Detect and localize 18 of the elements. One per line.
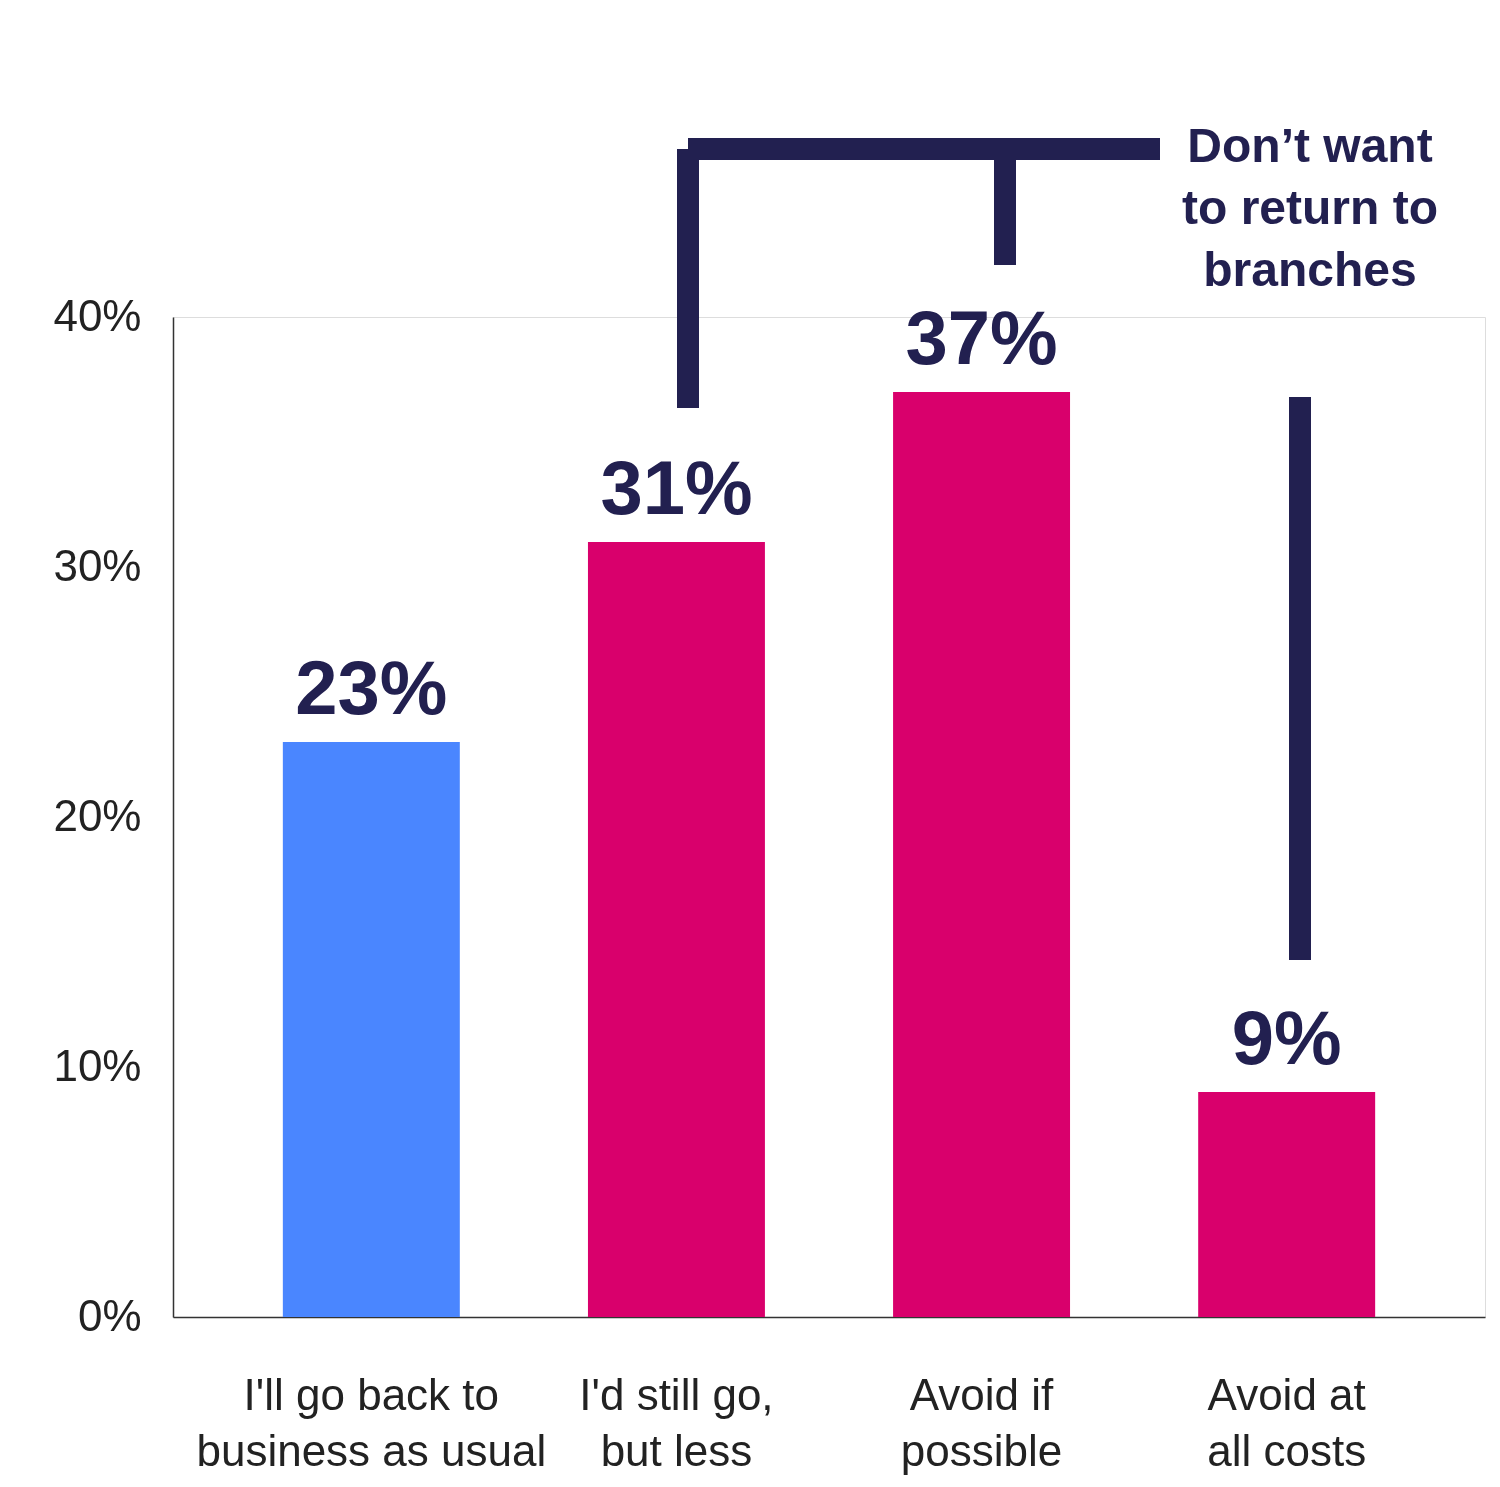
y-tick-label: 30%	[53, 540, 142, 590]
x-tick-label: I'll go back to business as usual	[196, 1370, 547, 1475]
y-tick-label: 10%	[53, 1040, 142, 1090]
text: Don’t want to return to branches	[1182, 119, 1438, 296]
data-label: 23%	[295, 645, 448, 730]
y-tick-label: 20%	[53, 790, 142, 840]
y-tick-label: 0%	[77, 1290, 142, 1340]
x-tick-label: I'd still go, but less	[579, 1370, 774, 1475]
data-label: 37%	[905, 295, 1058, 380]
bar	[587, 542, 765, 1317]
bar	[282, 742, 460, 1317]
x-tick-label: Avoid at all costs	[1207, 1370, 1367, 1475]
x-tick-label: Avoid if possible	[900, 1370, 1063, 1475]
data-label: 9%	[1231, 995, 1342, 1080]
bar	[1198, 1092, 1376, 1317]
data-label: 31%	[600, 445, 753, 530]
bar	[893, 392, 1071, 1317]
y-tick-label: 40%	[53, 290, 142, 340]
